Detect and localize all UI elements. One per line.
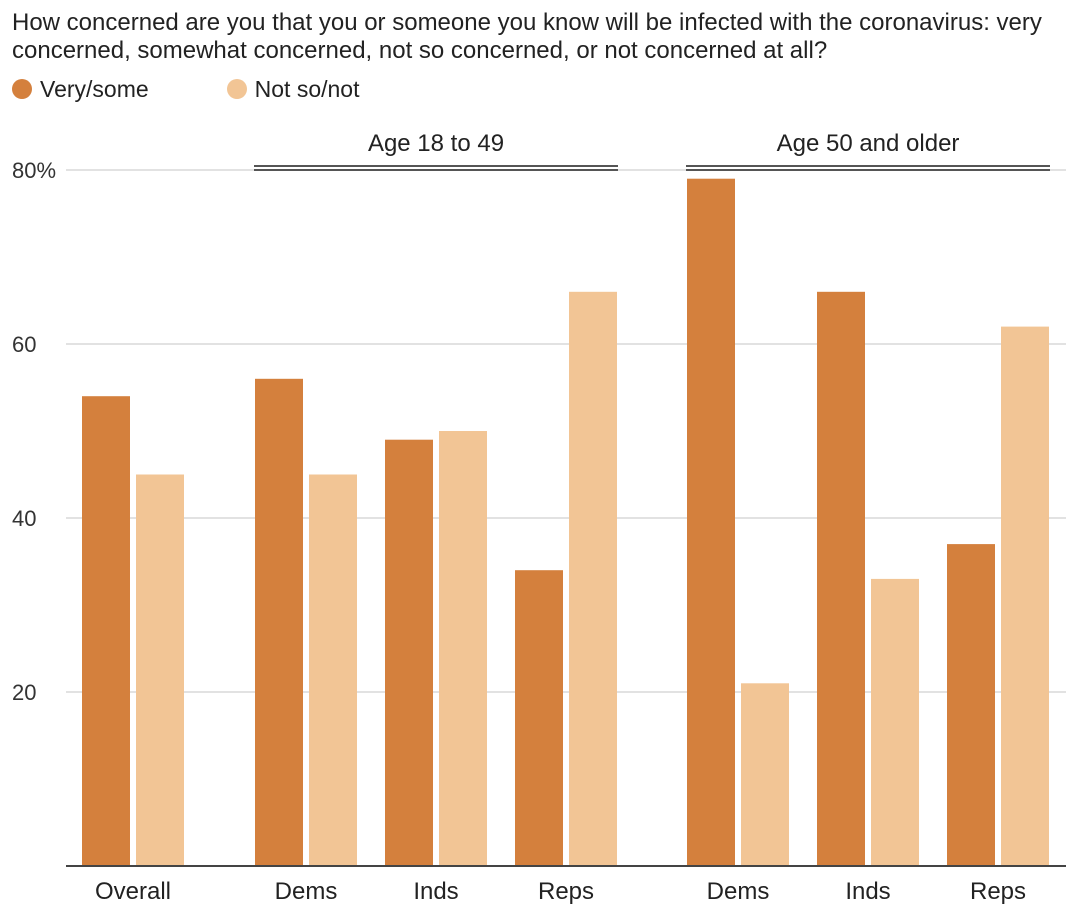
bar-very-some <box>687 178 735 866</box>
bar-very-some <box>947 544 995 866</box>
legend-swatch-very-some <box>12 79 32 99</box>
bar-very-some <box>817 291 865 866</box>
bar-not-so-not <box>569 291 617 866</box>
y-tick-label: 60 <box>12 332 36 357</box>
legend-item-very-some: Very/some <box>12 76 149 103</box>
legend-label-not-so-not: Not so/not <box>254 75 360 102</box>
bar-not-so-not <box>136 474 184 866</box>
bar-not-so-not <box>1001 326 1049 867</box>
legend: Very/some Not so/not <box>12 75 438 103</box>
y-tick-label: 40 <box>12 506 36 531</box>
bar-not-so-not <box>741 683 789 866</box>
x-category-label: Reps <box>970 878 1026 905</box>
chart-question: How concerned are you that you or someon… <box>12 9 1042 64</box>
legend-swatch-not-so-not <box>226 79 247 99</box>
group-label: Age 50 and older <box>777 130 960 157</box>
x-category-label: Inds <box>845 878 890 905</box>
x-category-label: Dems <box>275 878 338 905</box>
x-category-label: Dems <box>707 878 770 905</box>
x-category-label: Inds <box>413 878 458 905</box>
bar-very-some <box>255 378 303 866</box>
bar-very-some <box>82 396 130 866</box>
bar-very-some <box>515 570 563 866</box>
bar-very-some <box>385 439 433 866</box>
bar-not-so-not <box>439 431 487 866</box>
x-category-label: Overall <box>95 878 171 905</box>
y-tick-label: 20 <box>12 680 36 705</box>
y-tick-label: 80% <box>12 158 56 183</box>
legend-item-not-so-not: Not so/not <box>226 75 360 103</box>
x-category-label: Reps <box>538 878 594 905</box>
bar-not-so-not <box>309 474 357 866</box>
bar-not-so-not <box>871 578 919 866</box>
group-label: Age 18 to 49 <box>368 130 504 157</box>
legend-label-very-some: Very/some <box>40 75 149 102</box>
